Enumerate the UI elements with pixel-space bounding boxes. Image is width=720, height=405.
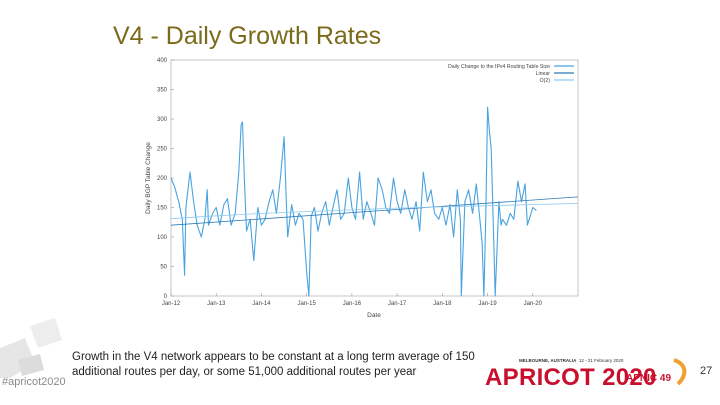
- y-tick-label: 50: [160, 265, 167, 271]
- x-tick-label: Jan-15: [297, 301, 316, 307]
- hashtag: #apricot2020: [2, 376, 66, 388]
- decorative-graphic: [0, 318, 62, 378]
- y-tick-label: 400: [157, 58, 168, 64]
- chart-svg: 0 50 100 150 200 250 300 350 400 Jan-12 Jan-13 Jan…: [145, 58, 579, 319]
- event-info: MELBOURNE, AUSTRALIA 12 - 21 February 20…: [519, 358, 623, 363]
- x-tick-label: Jan-20: [524, 301, 543, 307]
- y-tick-label: 0: [164, 294, 168, 300]
- plot-frame: [170, 59, 579, 297]
- event-dates: 12 - 21 February 2020: [578, 358, 624, 363]
- apricot-swoosh-icon: [673, 358, 687, 386]
- slide-title: V4 - Daily Growth Rates: [113, 22, 382, 50]
- x-tick-label: Jan-19: [478, 301, 497, 307]
- growth-chart: 0 50 100 150 200 250 300 350 400 Jan-12 Jan-13 Jan…: [140, 54, 585, 324]
- x-tick-label: Jan-14: [252, 301, 271, 307]
- x-tick-label: Jan-17: [388, 301, 407, 307]
- series-line-daily-change: [170, 106, 537, 297]
- series-line-o2: [170, 203, 579, 220]
- x-tick-label: Jan-13: [207, 301, 226, 307]
- apricot-logo: APRICOT 2020: [485, 364, 657, 391]
- x-tick-label: Jan-16: [343, 301, 362, 307]
- apnic-logo: APNIC 49: [626, 373, 672, 384]
- x-axis-label: Date: [367, 312, 381, 319]
- legend-entry-o2: O(2): [540, 78, 551, 84]
- y-tick-label: 150: [157, 206, 168, 212]
- y-tick-label: 200: [157, 176, 168, 182]
- y-tick-label: 350: [157, 88, 168, 94]
- y-axis-label: Daily BGP Table Change: [145, 142, 152, 214]
- x-tick-label: Jan-18: [433, 301, 452, 307]
- x-tick-label: Jan-12: [162, 301, 181, 307]
- series-line-linear: [170, 196, 579, 226]
- event-location: MELBOURNE, AUSTRALIA: [519, 358, 577, 363]
- y-tick-label: 300: [157, 117, 168, 123]
- legend-entry-daily-change: Daily Change to the IPv4 Routing Table S…: [448, 64, 550, 70]
- slide-caption: Growth in the V4 network appears to be c…: [72, 351, 475, 378]
- page-number: 27: [700, 365, 713, 377]
- y-tick-label: 250: [157, 147, 168, 153]
- legend-entry-linear: Linear: [536, 71, 551, 77]
- y-tick-label: 100: [157, 235, 168, 241]
